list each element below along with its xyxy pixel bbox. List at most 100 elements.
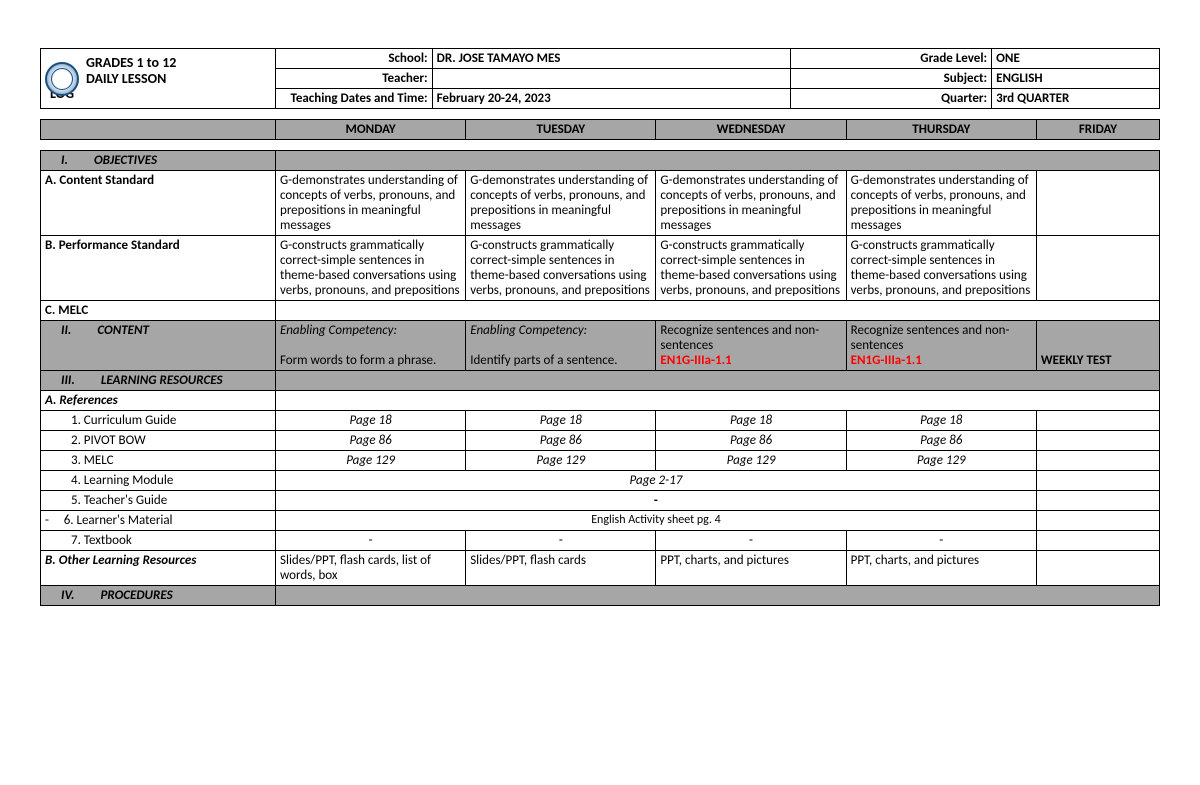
textbook-fri — [1036, 531, 1159, 551]
section-objectives: I. OBJECTIVES — [41, 151, 276, 171]
melc-mon: Page 129 — [275, 451, 465, 471]
day-fri: FRIDAY — [1036, 120, 1159, 140]
content-fri: WEEKLY TEST — [1036, 321, 1159, 371]
section-content: II. CONTENT — [41, 321, 276, 371]
perf-std-thu: G-constructs grammatically correct-simpl… — [846, 236, 1036, 301]
content-std-wed: G-demonstrates understanding of concepts… — [656, 171, 846, 236]
lmat-dash: - — [45, 513, 49, 528]
day-mon: MONDAY — [275, 120, 465, 140]
lmat-fri — [1036, 511, 1159, 531]
row-module: 4. Learning Module — [41, 471, 276, 491]
curr-tue: Page 18 — [466, 411, 656, 431]
content-thu-code: EN1G-IIIa-1.1 — [851, 353, 922, 368]
day-thu: THURSDAY — [846, 120, 1036, 140]
content-tue: Enabling Competency: Identify parts of a… — [466, 321, 656, 371]
perf-std-fri — [1036, 236, 1159, 301]
content-thu-text: Recognize sentences and non-sentences — [851, 323, 1010, 353]
perf-std-mon: G-constructs grammatically correct-simpl… — [275, 236, 465, 301]
content-wed-text: Recognize sentences and non-sentences — [660, 323, 819, 353]
quarter-value: 3rd QUARTER — [992, 89, 1160, 109]
content-std-fri — [1036, 171, 1159, 236]
other-wed: PPT, charts, and pictures — [656, 551, 846, 586]
content-std-thu: G-demonstrates understanding of concepts… — [846, 171, 1036, 236]
row-textbook: 7. Textbook — [41, 531, 276, 551]
dates-value: February 20-24, 2023 — [432, 89, 790, 109]
row-refs: A. References — [41, 391, 276, 411]
days-table: MONDAY TUESDAY WEDNESDAY THURSDAY FRIDAY — [40, 119, 1160, 140]
content-tue-label: Enabling Competency: — [470, 323, 587, 338]
row-melc: C. MELC — [41, 301, 276, 321]
day-tue: TUESDAY — [466, 120, 656, 140]
row-other: B. Other Learning Resources — [41, 551, 276, 586]
textbook-wed: - — [656, 531, 846, 551]
lmat-label: 6. Learner's Material — [64, 513, 173, 528]
content-wed-code: EN1G-IIIa-1.1 — [660, 353, 731, 368]
pivot-tue: Page 86 — [466, 431, 656, 451]
perf-std-wed: G-constructs grammatically correct-simpl… — [656, 236, 846, 301]
row-tguide: 5. Teacher's Guide — [41, 491, 276, 511]
row-lmat: - 6. Learner's Material — [41, 511, 276, 531]
section-resources: III. LEARNING RESOURCES — [41, 371, 276, 391]
content-mon-label: Enabling Competency: — [280, 323, 397, 338]
row-pivot: 2. PIVOT BOW — [41, 431, 276, 451]
content-mon: Enabling Competency: Form words to form … — [275, 321, 465, 371]
proc-span — [275, 586, 1159, 606]
row-melc-ref: 3. MELC — [41, 451, 276, 471]
row-content-std: A. Content Standard — [41, 171, 276, 236]
title-line-2: DAILY LESSON — [86, 70, 166, 87]
curr-thu: Page 18 — [846, 411, 1036, 431]
melc-thu: Page 129 — [846, 451, 1036, 471]
header-table: GRADES 1 to 12 DAILY LESSON LOG School: … — [40, 48, 1160, 109]
grade-value: ONE — [992, 49, 1160, 69]
other-mon: Slides/PPT, flash cards, list of words, … — [275, 551, 465, 586]
body-table: I. OBJECTIVES A. Content Standard G-demo… — [40, 150, 1160, 606]
row-perf-std: B. Performance Standard — [41, 236, 276, 301]
tguide-span: - — [275, 491, 1036, 511]
teacher-label: Teacher: — [275, 69, 432, 89]
melc-fri — [1036, 451, 1159, 471]
pivot-wed: Page 86 — [656, 431, 846, 451]
grade-label: Grade Level: — [790, 49, 991, 69]
day-wed: WEDNESDAY — [656, 120, 846, 140]
content-tue-text: Identify parts of a sentence. — [470, 353, 617, 368]
module-span: Page 2-17 — [275, 471, 1036, 491]
curr-wed: Page 18 — [656, 411, 846, 431]
perf-std-tue: G-constructs grammatically correct-simpl… — [466, 236, 656, 301]
textbook-thu: - — [846, 531, 1036, 551]
melc-wed: Page 129 — [656, 451, 846, 471]
textbook-mon: - — [275, 531, 465, 551]
row-curr: 1. Curriculum Guide — [41, 411, 276, 431]
content-thu: Recognize sentences and non-sentences EN… — [846, 321, 1036, 371]
content-std-tue: G-demonstrates understanding of concepts… — [466, 171, 656, 236]
days-blank — [41, 120, 276, 140]
content-mon-text: Form words to form a phrase. — [280, 353, 436, 368]
curr-fri — [1036, 411, 1159, 431]
tguide-fri — [1036, 491, 1159, 511]
lmat-span: English Activity sheet pg. 4 — [275, 511, 1036, 531]
textbook-tue: - — [466, 531, 656, 551]
pivot-mon: Page 86 — [275, 431, 465, 451]
other-tue: Slides/PPT, flash cards — [466, 551, 656, 586]
title-cell: GRADES 1 to 12 DAILY LESSON LOG — [41, 49, 276, 109]
school-label: School: — [275, 49, 432, 69]
subject-value: ENGLISH — [992, 69, 1160, 89]
school-value: DR. JOSE TAMAYO MES — [432, 49, 790, 69]
melc-span — [275, 301, 1159, 321]
other-thu: PPT, charts, and pictures — [846, 551, 1036, 586]
quarter-label: Quarter: — [790, 89, 991, 109]
pivot-fri — [1036, 431, 1159, 451]
deped-logo — [45, 62, 79, 96]
teacher-value — [432, 69, 790, 89]
melc-tue: Page 129 — [466, 451, 656, 471]
objectives-span — [275, 151, 1159, 171]
content-wed: Recognize sentences and non-sentences EN… — [656, 321, 846, 371]
content-std-mon: G-demonstrates understanding of concepts… — [275, 171, 465, 236]
dates-label: Teaching Dates and Time: — [275, 89, 432, 109]
module-fri — [1036, 471, 1159, 491]
curr-mon: Page 18 — [275, 411, 465, 431]
resources-span — [275, 371, 1159, 391]
subject-label: Subject: — [790, 69, 991, 89]
pivot-thu: Page 86 — [846, 431, 1036, 451]
other-fri — [1036, 551, 1159, 586]
section-procedures: IV. PROCEDURES — [41, 586, 276, 606]
